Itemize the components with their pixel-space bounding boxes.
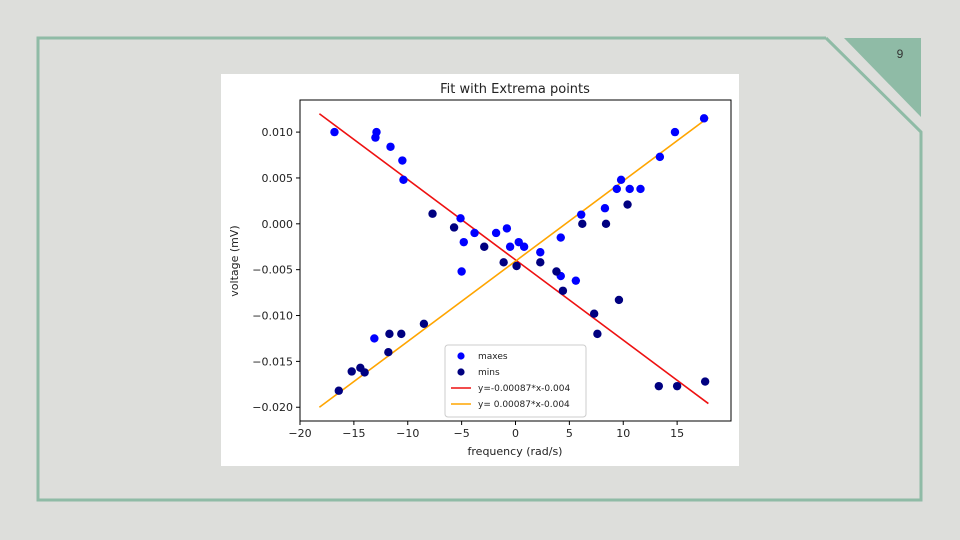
- y-tick-label: 0.010: [262, 126, 294, 139]
- scatter-point-maxes: [399, 175, 408, 184]
- y-tick-label: 0.000: [262, 218, 294, 231]
- scatter-point-maxes: [519, 242, 529, 251]
- scatter-point-maxes: [655, 152, 665, 162]
- y-tick-label: −0.010: [252, 310, 293, 323]
- scatter-point-maxes: [600, 204, 610, 213]
- y-tick-label: 0.005: [262, 172, 294, 185]
- legend-label-mins: mins: [478, 368, 500, 378]
- scatter-point-mins: [578, 219, 587, 229]
- axes: −20 −15 −10 −5 0 5 10 15 0.010 0.005 0.000 −0.005 −0…: [252, 99, 732, 440]
- scatter-point-mins: [449, 223, 459, 232]
- scatter-point-maxes: [571, 276, 581, 285]
- scatter-point-mins: [499, 258, 508, 267]
- legend-marker-maxes: [457, 352, 465, 360]
- scatter-point-mins: [558, 286, 568, 295]
- scatter-point-maxes: [502, 224, 512, 233]
- y-tick-label: −0.015: [252, 355, 293, 368]
- slide-number: 9: [896, 47, 904, 61]
- x-tick-label: 5: [566, 427, 573, 440]
- scatter-point-mins: [480, 242, 489, 251]
- x-tick-label: 10: [616, 427, 630, 440]
- legend-label-fit-1: y=-0.00087*x-0.004: [478, 384, 570, 394]
- scatter-point-maxes: [612, 184, 621, 194]
- scatter-point-maxes: [556, 233, 565, 242]
- scatter-point-maxes: [577, 210, 586, 219]
- scatter-point-maxes: [330, 127, 339, 137]
- scatter-point-mins: [334, 386, 343, 395]
- x-tick-label: −5: [454, 427, 470, 440]
- fit-line-1: [318, 113, 709, 405]
- scatter-point-mins: [589, 309, 599, 318]
- scatter-point-mins: [672, 381, 682, 391]
- scatter-point-mins: [552, 267, 561, 276]
- x-tick-label: −15: [342, 427, 365, 440]
- scatter-point-maxes: [625, 184, 634, 194]
- legend-label-maxes: maxes: [478, 352, 508, 362]
- chart-image: Fit with Extrema points −20 −15 −10 −5 0 5 10 1…: [221, 74, 739, 466]
- scatter-chart: Fit with Extrema points −20 −15 −10 −5 0 5 10 1…: [228, 82, 732, 458]
- legend: maxes mins y=-0.00087*x-0.004 y= 0.00087*x-…: [444, 344, 587, 418]
- scatter-point-maxes: [536, 248, 545, 257]
- scatter-point-mins: [428, 209, 437, 218]
- fit-line-2: [318, 116, 709, 408]
- scatter-point-maxes: [636, 184, 645, 194]
- scatter-point-maxes: [370, 334, 379, 343]
- legend-box: [444, 344, 587, 418]
- x-axis-label: frequency (rad/s): [468, 445, 563, 458]
- scatter-point-maxes: [670, 127, 680, 137]
- scatter-point-maxes: [470, 228, 479, 238]
- scatter-point-mins: [397, 329, 406, 339]
- scatter-point-maxes: [456, 214, 465, 223]
- scatter-point-mins: [536, 258, 545, 267]
- legend-label-fit-2: y= 0.00087*x-0.004: [478, 400, 570, 410]
- scatter-point-mins: [512, 261, 521, 271]
- x-tick-label: 15: [670, 427, 684, 440]
- scatter-point-mins: [419, 319, 429, 328]
- scatter-point-maxes: [386, 142, 395, 151]
- y-tick-label: −0.005: [252, 264, 293, 277]
- chart-title: Fit with Extrema points: [440, 82, 590, 97]
- scatter-point-maxes: [505, 242, 515, 251]
- scatter-point-mins: [601, 219, 611, 229]
- scatter-point-maxes: [616, 175, 626, 184]
- scatter-point-maxes: [371, 133, 380, 142]
- scatter-point-mins: [614, 295, 624, 305]
- x-tick-label: −20: [288, 427, 311, 440]
- scatter-point-maxes: [459, 237, 468, 247]
- x-tick-label: 0: [512, 427, 519, 440]
- scatter-point-mins: [347, 367, 356, 376]
- scatter-point-maxes: [699, 114, 709, 123]
- scatter-point-maxes: [398, 156, 407, 165]
- slide-border: [36, 36, 923, 502]
- plot-area: [318, 113, 710, 408]
- scatter-point-mins: [654, 381, 664, 391]
- scatter-point-maxes: [491, 228, 501, 238]
- y-tick-label: −0.020: [252, 401, 293, 414]
- y-axis-label: voltage (mV): [228, 225, 241, 296]
- x-tick-label: −10: [396, 427, 419, 440]
- scatter-point-maxes: [457, 267, 466, 276]
- scatter-point-mins: [384, 348, 393, 357]
- scatter-point-mins: [385, 329, 394, 339]
- scatter-point-mins: [700, 377, 710, 386]
- scatter-point-mins: [623, 200, 632, 209]
- scatter-point-mins: [593, 329, 602, 339]
- legend-marker-mins: [457, 368, 465, 376]
- scatter-point-mins: [360, 368, 369, 377]
- corner-fold-accent: [844, 38, 921, 117]
